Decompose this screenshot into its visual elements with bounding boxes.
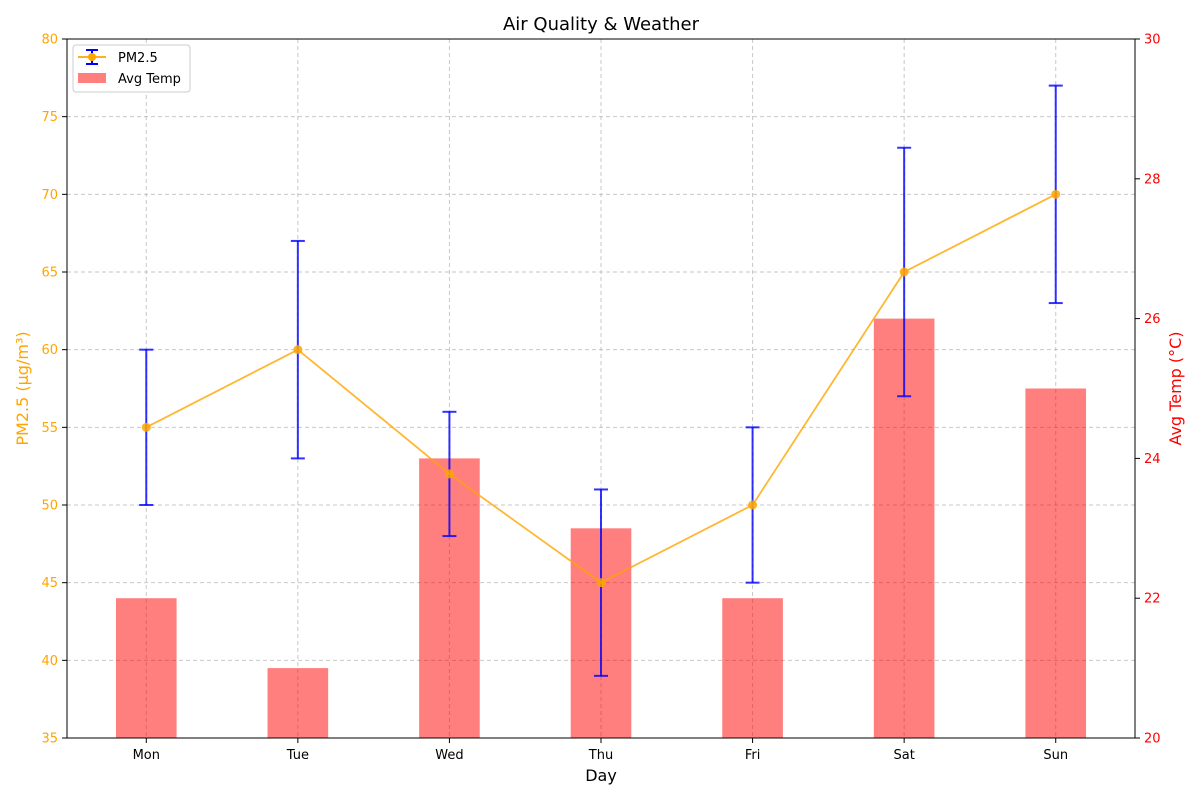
right-tick-label: 22 (1144, 592, 1161, 607)
x-tick-label-sat: Sat (893, 748, 914, 763)
x-tick-label-tue: Tue (286, 748, 309, 763)
axes-layer: 35 40 45 50 55 60 65 70 75 80 20 22 24 26 28 30 Mon Tue We… (41, 33, 1160, 764)
x-tick-label-sun: Sun (1043, 748, 1068, 763)
pm25-line-layer (141, 189, 1061, 588)
pm25-point-sat (899, 267, 909, 277)
legend-avg-temp-label: Avg Temp (118, 72, 181, 87)
right-tick-label: 30 (1144, 33, 1161, 48)
x-tick-label-wed: Wed (435, 748, 463, 763)
chart-title: Air Quality & Weather (503, 14, 700, 35)
pm25-point-thu (596, 578, 606, 588)
left-tick-label: 50 (41, 499, 58, 514)
pm25-point-mon (141, 422, 151, 432)
pm25-point-tue (293, 345, 303, 355)
legend-pm25-dot-icon (88, 53, 96, 61)
right-tick-label: 28 (1144, 172, 1161, 187)
left-tick-label: 55 (41, 421, 58, 436)
left-tick-label: 70 (41, 188, 58, 203)
right-tick-label: 24 (1144, 452, 1161, 467)
avg-temp-bar-tue (267, 668, 329, 738)
left-tick-label: 75 (41, 110, 58, 125)
avg-temp-bar-fri (722, 598, 783, 738)
left-tick-label: 65 (41, 266, 58, 281)
pm25-point-wed (444, 469, 454, 479)
legend-pm25-marker-icon (78, 49, 106, 65)
left-tick-label: 35 (41, 732, 58, 747)
legend-pm25-label: PM2.5 (118, 51, 158, 66)
avg-temp-bar-sun (1025, 388, 1087, 738)
pm25-point-sun (1051, 189, 1061, 199)
x-tick-label-fri: Fri (745, 748, 761, 763)
left-y-axis-label: PM2.5 (μg/m³) (13, 331, 32, 445)
legend-avg-temp-swatch (78, 73, 106, 83)
legend: PM2.5 Avg Temp (72, 44, 191, 93)
x-tick-label-mon: Mon (133, 748, 160, 763)
left-tick-label: 40 (41, 654, 58, 669)
pm25-point-fri (748, 500, 758, 510)
right-tick-label: 20 (1144, 732, 1161, 747)
right-y-axis-label: Avg Temp (°C) (1166, 331, 1185, 445)
x-axis-label: Day (585, 766, 617, 785)
left-tick-label: 80 (41, 33, 58, 48)
x-tick-label-thu: Thu (588, 748, 613, 763)
right-tick-label: 26 (1144, 312, 1161, 327)
left-tick-label: 60 (41, 343, 58, 358)
avg-temp-bar-mon (115, 598, 177, 738)
left-tick-label: 45 (41, 576, 58, 591)
